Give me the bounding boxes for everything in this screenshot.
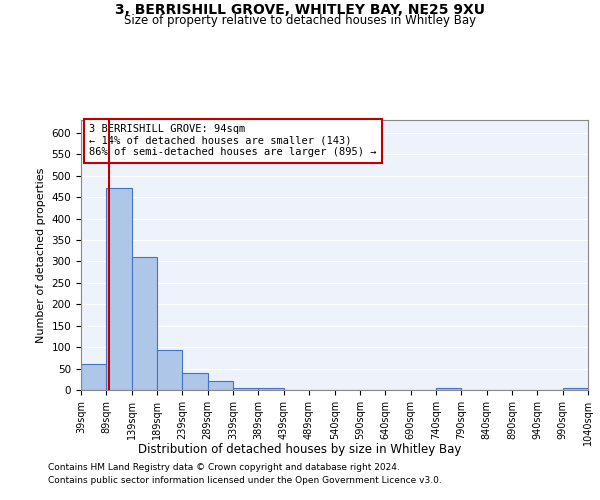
Text: Contains HM Land Registry data © Crown copyright and database right 2024.: Contains HM Land Registry data © Crown c… [48, 464, 400, 472]
Bar [157, 350, 182, 390]
Text: 3 BERRISHILL GROVE: 94sqm
← 14% of detached houses are smaller (143)
86% of semi: 3 BERRISHILL GROVE: 94sqm ← 14% of detac… [89, 124, 377, 158]
Bar [436, 388, 461, 390]
Text: Contains public sector information licensed under the Open Government Licence v3: Contains public sector information licen… [48, 476, 442, 485]
Bar [131, 257, 157, 390]
Bar [182, 373, 208, 390]
Bar [106, 188, 131, 390]
Text: Size of property relative to detached houses in Whitley Bay: Size of property relative to detached ho… [124, 14, 476, 27]
Bar [233, 388, 258, 390]
Bar [563, 388, 588, 390]
Bar [258, 388, 284, 390]
Y-axis label: Number of detached properties: Number of detached properties [36, 168, 46, 342]
Text: 3, BERRISHILL GROVE, WHITLEY BAY, NE25 9XU: 3, BERRISHILL GROVE, WHITLEY BAY, NE25 9… [115, 2, 485, 16]
Text: Distribution of detached houses by size in Whitley Bay: Distribution of detached houses by size … [139, 442, 461, 456]
Bar [81, 364, 106, 390]
Bar [208, 382, 233, 390]
